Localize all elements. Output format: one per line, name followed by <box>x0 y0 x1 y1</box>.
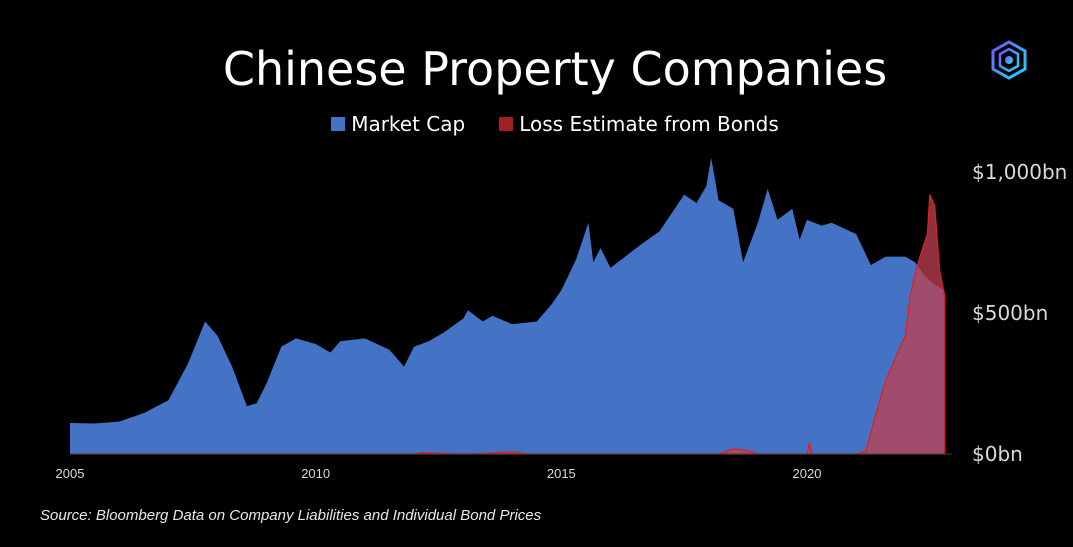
chart-title: Chinese Property Companies <box>222 42 888 96</box>
y-tick-label-1000: $1,000bn <box>972 160 1067 184</box>
hexagon-logo-icon <box>991 40 1027 80</box>
y-tick-label-500: $500bn <box>972 301 1048 325</box>
legend-label-market-cap: Market Cap <box>351 112 466 136</box>
x-tick-label-2020: 2020 <box>793 466 822 481</box>
series-area-market-cap <box>70 157 945 454</box>
x-tick-label-2005: 2005 <box>56 466 85 481</box>
legend-item-loss-estimate: Loss Estimate from Bonds <box>499 112 779 136</box>
source-note: Source: Bloomberg Data on Company Liabil… <box>40 507 542 524</box>
y-tick-label-0: $0bn <box>972 442 1023 466</box>
chart-legend: Market Cap Loss Estimate from Bonds <box>0 112 1073 136</box>
legend-item-market-cap: Market Cap <box>331 112 465 136</box>
legend-label-loss-estimate: Loss Estimate from Bonds <box>519 112 779 136</box>
x-tick-label-2015: 2015 <box>547 466 576 481</box>
x-tick-label-2010: 2010 <box>301 466 330 481</box>
legend-swatch-loss-estimate <box>499 117 514 131</box>
legend-swatch-market-cap <box>331 117 346 131</box>
